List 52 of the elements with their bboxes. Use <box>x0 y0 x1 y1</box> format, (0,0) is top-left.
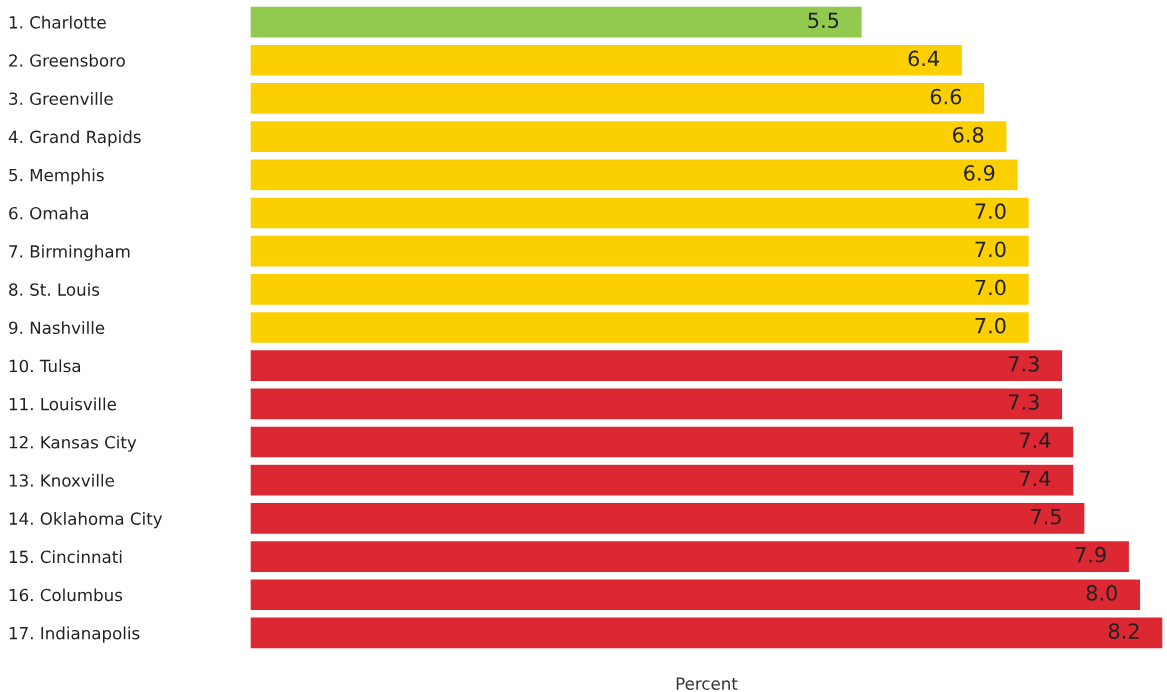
bar <box>250 5 864 39</box>
data-label: 7.9 <box>1075 546 1106 563</box>
bar <box>250 616 1163 650</box>
y-tick-label: 8. St. Louis <box>9 282 100 296</box>
y-tick-label: 11. Louisville <box>9 397 116 411</box>
bar <box>250 348 1064 383</box>
data-label: 7.0 <box>975 317 1006 334</box>
y-tick-label: 9. Nashville <box>9 321 105 335</box>
y-tick-label: 16. Columbus <box>9 588 123 602</box>
y-tick-label: 1. Charlotte <box>9 15 106 29</box>
data-label: 6.6 <box>930 88 962 105</box>
bar <box>250 310 1031 345</box>
data-label: 8.0 <box>1086 585 1117 601</box>
y-tick-label: 5. Memphis <box>9 168 104 185</box>
data-label: 7.4 <box>1020 470 1051 486</box>
y-tick-label: 6. Omaha <box>9 206 89 220</box>
bar <box>250 578 1142 612</box>
y-tick-label: 15. Cincinnati <box>9 550 122 564</box>
y-tick-label: 13. Knoxville <box>9 473 114 487</box>
data-label: 6.8 <box>953 126 984 143</box>
data-label: 6.9 <box>964 165 995 181</box>
x-axis-title: Percent <box>676 677 738 690</box>
data-label: 8.2 <box>1108 623 1139 639</box>
bar <box>250 196 1031 230</box>
bar <box>250 272 1031 307</box>
bar <box>250 158 1019 192</box>
y-tick-label: 14. Oklahoma City <box>9 512 163 529</box>
bar <box>250 81 986 116</box>
data-label: 7.3 <box>1008 394 1039 410</box>
bar <box>250 43 964 77</box>
bar <box>250 425 1075 459</box>
data-label: 5.5 <box>808 12 839 29</box>
y-tick-label: 12. Kansas City <box>9 435 137 452</box>
y-tick-label: 17. Indianapolis <box>9 626 140 643</box>
y-tick-label: 4. Grand Rapids <box>8 130 141 147</box>
data-label: 6.4 <box>908 50 939 67</box>
bar <box>250 539 1131 574</box>
bar <box>250 119 1008 154</box>
data-label: 7.0 <box>975 203 1006 220</box>
data-label: 7.0 <box>975 279 1006 296</box>
data-label: 7.4 <box>1020 432 1051 448</box>
y-tick-label: 2. Greensboro <box>9 53 125 67</box>
y-tick-label: 10. Tulsa <box>9 359 81 373</box>
data-label: 7.3 <box>1008 355 1039 372</box>
y-tick-label: 3. Greenville <box>9 92 113 106</box>
y-tick-label: 7. Birmingham <box>9 244 130 261</box>
data-label: 7.0 <box>975 241 1006 258</box>
bar <box>250 387 1064 421</box>
data-label: 7.5 <box>1031 508 1061 525</box>
bar <box>250 463 1075 497</box>
bar <box>250 501 1086 536</box>
bar <box>250 234 1031 268</box>
